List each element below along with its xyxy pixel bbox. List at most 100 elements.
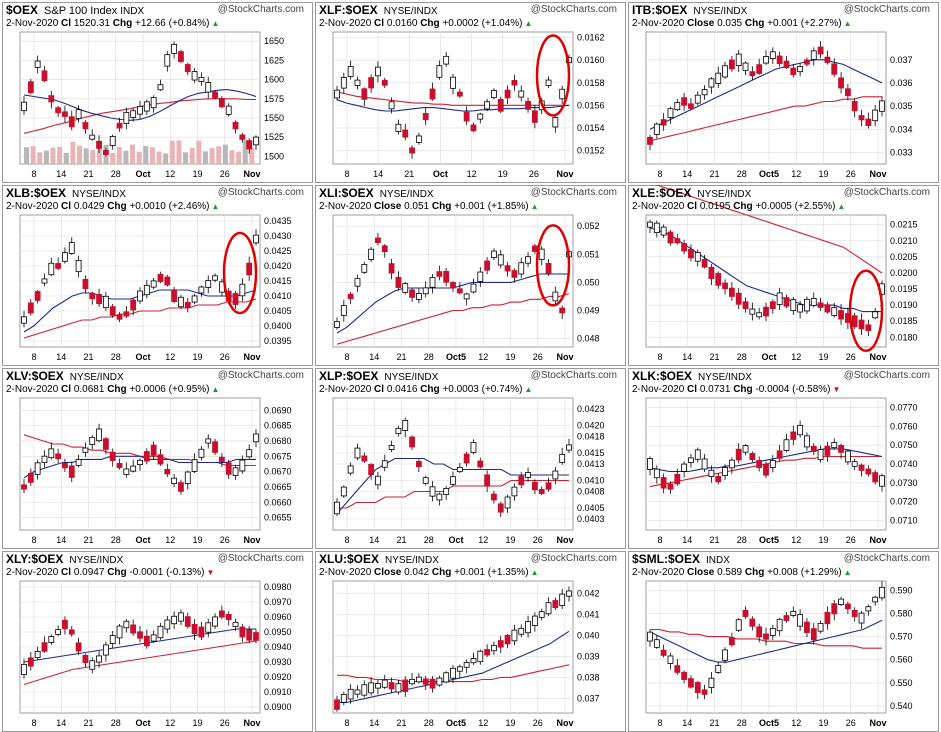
volume-bar <box>229 150 235 164</box>
x-tick-label: 8 <box>657 352 662 362</box>
candle-body <box>109 306 116 316</box>
y-tick-label: 0.0680 <box>264 436 292 446</box>
candle-body <box>143 284 150 296</box>
candle-body <box>361 263 368 273</box>
x-tick-label: 14 <box>682 352 692 362</box>
candle-body <box>205 280 212 288</box>
candle-body <box>715 665 722 673</box>
candle-body <box>694 252 701 262</box>
y-tick-label: 0.0665 <box>264 482 292 492</box>
y-tick-label: 0.037 <box>577 693 600 703</box>
candle-body <box>184 301 191 309</box>
chg-value: +0.0005 (+2.55%) <box>755 201 836 212</box>
x-tick-label: 19 <box>192 718 202 728</box>
date-label: 2-Nov-2020 <box>632 567 685 578</box>
price-chart: 0.590 0.580 0.570 0.560 0.550 0.540 8 14 21 28 Oct… <box>628 551 939 732</box>
close-label: Cl <box>687 201 698 212</box>
x-tick-label: Oct <box>433 169 448 179</box>
x-tick-label: 21 <box>404 169 414 179</box>
plot-area <box>332 31 574 165</box>
y-tick-label: 0.0405 <box>264 306 292 316</box>
candle-body <box>184 64 191 73</box>
candle-body <box>130 110 137 118</box>
candle-body <box>21 663 27 676</box>
candle-body <box>55 453 62 460</box>
close-value: 0.0731 <box>699 384 731 395</box>
y-tick-label: 0.048 <box>577 334 600 344</box>
x-tick-label: Nov <box>869 718 886 728</box>
x-tick-label: 28 <box>424 535 434 545</box>
candle-body <box>484 101 491 110</box>
x-tick-label: 28 <box>737 535 747 545</box>
x-tick-label: 12 <box>478 352 488 362</box>
candle-body <box>409 147 415 154</box>
candle-body <box>463 111 470 122</box>
candle-body <box>783 297 790 307</box>
chg-value: +0.0010 (+2.46%) <box>129 201 210 212</box>
volume-bar <box>63 152 69 164</box>
up-triangle-icon: ▲ <box>524 19 533 28</box>
candle-body <box>511 80 518 86</box>
chart-exchange: NYSE/INDX <box>697 189 752 200</box>
close-value: 0.589 <box>717 567 743 578</box>
candle-body <box>388 682 395 690</box>
y-tick-label: 0.0405 <box>577 503 605 513</box>
x-tick-label: Nov <box>556 718 573 728</box>
y-tick-label: 0.0430 <box>264 231 292 241</box>
x-tick-label: 19 <box>505 535 515 545</box>
candle-body <box>422 678 429 685</box>
candle-body <box>422 477 429 484</box>
candle-body <box>804 59 810 65</box>
y-tick-label: 0.0418 <box>577 432 605 442</box>
candle-body <box>674 473 681 485</box>
candle-body <box>334 321 340 328</box>
x-tick-label: Nov <box>243 535 260 545</box>
x-tick-label: 21 <box>396 535 406 545</box>
close-value: 0.0160 <box>386 18 418 29</box>
close-label: Close <box>687 567 715 578</box>
panel-frame <box>2 185 313 366</box>
x-tick-label: 28 <box>737 718 747 728</box>
candle-body <box>347 688 354 700</box>
y-tick-label: 0.0950 <box>264 627 292 637</box>
candle-body <box>763 463 769 476</box>
candle-body <box>667 483 674 490</box>
candle-body <box>735 619 742 631</box>
candle-body <box>198 626 205 638</box>
candle-body <box>559 454 566 463</box>
plot-area <box>332 214 574 348</box>
close-label: Cl <box>61 384 72 395</box>
chart-symbol: ITB:$OEX <box>632 3 688 17</box>
candle-body <box>749 618 756 627</box>
volume-bar <box>143 146 149 164</box>
candle-body <box>660 226 667 236</box>
close-value: 0.0195 <box>699 201 731 212</box>
candle-body <box>735 292 742 305</box>
candle-body <box>756 312 763 318</box>
volume-bar <box>189 147 195 164</box>
candle-body <box>470 283 477 293</box>
candle-body <box>340 486 347 497</box>
candle-body <box>48 636 55 643</box>
x-tick-label: Nov <box>869 352 886 362</box>
y-tick-label: 0.0185 <box>890 316 918 326</box>
candle-body <box>137 105 143 115</box>
candle-body <box>232 467 239 476</box>
volume-bar <box>236 151 242 164</box>
y-tick-label: 0.0420 <box>264 261 292 271</box>
y-tick-label: 0.0200 <box>890 268 918 278</box>
candle-body <box>116 463 123 469</box>
candle-body <box>735 53 742 66</box>
close-label: Close <box>687 18 715 29</box>
candle-body <box>198 448 205 458</box>
x-tick-label: 21 <box>396 718 406 728</box>
candle-body <box>817 46 824 55</box>
candle-body <box>810 628 817 641</box>
volume-bar <box>130 144 136 164</box>
close-value: 0.035 <box>717 18 743 29</box>
candle-body <box>239 459 246 472</box>
candle-body <box>415 676 422 683</box>
candle-body <box>253 234 259 244</box>
candle-body <box>48 95 55 103</box>
candle-body <box>375 237 381 244</box>
